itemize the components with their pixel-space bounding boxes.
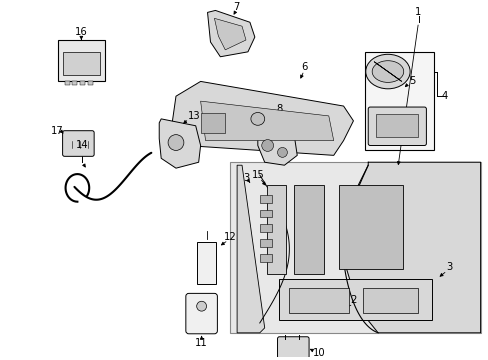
Bar — [365, 52, 433, 150]
Text: 2: 2 — [349, 295, 356, 305]
Text: 3: 3 — [445, 262, 451, 272]
Bar — [64, 81, 69, 85]
Polygon shape — [237, 165, 264, 333]
Bar — [294, 185, 323, 274]
Bar — [259, 254, 271, 262]
Bar — [259, 210, 271, 217]
Text: 3: 3 — [243, 173, 248, 183]
Text: 7: 7 — [232, 3, 239, 13]
Polygon shape — [200, 101, 333, 140]
Polygon shape — [346, 162, 480, 333]
Circle shape — [196, 301, 206, 311]
Circle shape — [277, 148, 287, 157]
FancyBboxPatch shape — [277, 337, 308, 359]
Text: 6: 6 — [300, 62, 306, 72]
Polygon shape — [159, 119, 200, 168]
Text: 17: 17 — [51, 126, 64, 136]
Bar — [266, 185, 286, 274]
Text: 15: 15 — [251, 170, 264, 180]
Bar — [338, 185, 402, 269]
Text: 13: 13 — [187, 111, 200, 121]
Ellipse shape — [365, 54, 409, 89]
Text: 12: 12 — [224, 232, 236, 242]
Bar — [62, 52, 100, 76]
Polygon shape — [214, 18, 245, 50]
Bar — [289, 288, 348, 313]
Circle shape — [261, 140, 273, 152]
Ellipse shape — [246, 109, 268, 129]
Polygon shape — [207, 10, 254, 57]
FancyBboxPatch shape — [185, 293, 217, 334]
Text: 9: 9 — [256, 121, 263, 131]
Bar — [88, 81, 93, 85]
Polygon shape — [171, 81, 353, 156]
Text: 8: 8 — [276, 104, 282, 114]
Text: 4: 4 — [441, 91, 447, 101]
Bar — [58, 40, 105, 81]
Text: 5: 5 — [408, 76, 415, 86]
Bar — [363, 288, 417, 313]
Bar — [200, 113, 225, 133]
Bar — [80, 81, 85, 85]
Bar — [72, 81, 77, 85]
Bar — [259, 224, 271, 232]
Text: 14: 14 — [76, 140, 88, 150]
Bar — [259, 195, 271, 203]
Bar — [375, 114, 417, 137]
Text: 16: 16 — [75, 27, 87, 37]
Ellipse shape — [371, 61, 403, 82]
Bar — [259, 239, 271, 247]
FancyBboxPatch shape — [62, 131, 94, 156]
Bar — [230, 162, 480, 333]
Bar — [279, 279, 431, 320]
Text: 10: 10 — [312, 347, 325, 357]
Ellipse shape — [250, 112, 264, 125]
FancyBboxPatch shape — [367, 107, 426, 145]
Bar — [196, 242, 216, 284]
Circle shape — [168, 135, 183, 150]
Text: 1: 1 — [414, 8, 421, 17]
Text: 11: 11 — [195, 338, 207, 348]
Polygon shape — [257, 129, 297, 165]
